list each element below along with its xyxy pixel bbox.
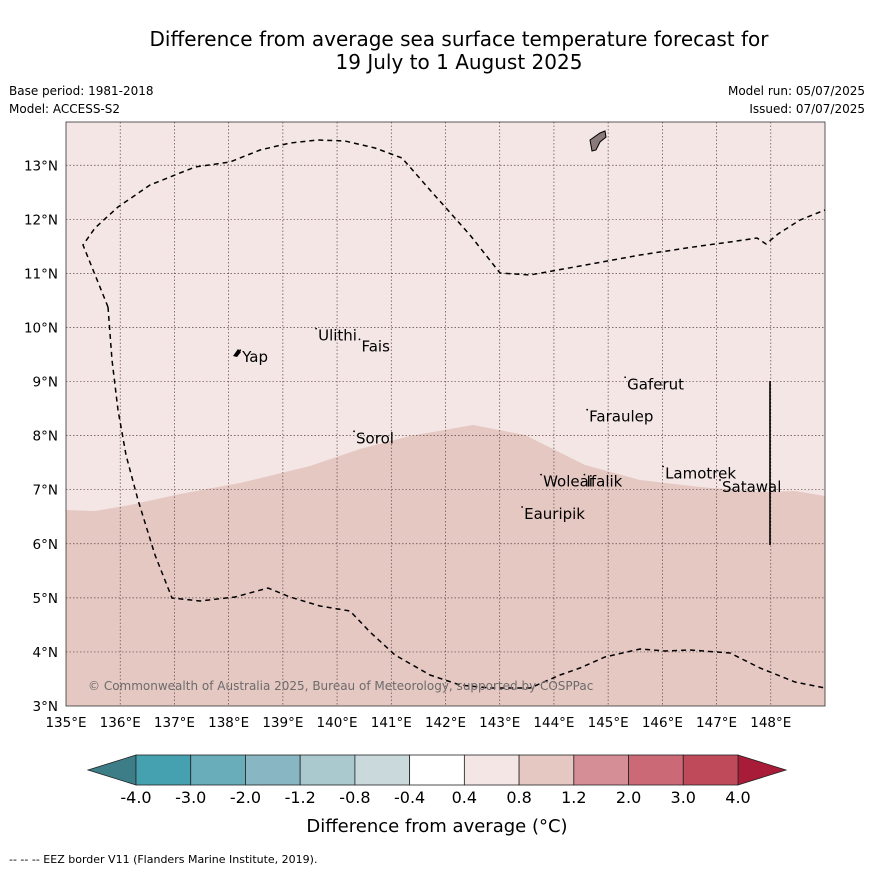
x-tick-label: 135°E [45, 715, 86, 731]
y-tick-label: 11°N [24, 266, 58, 282]
x-tick-label: 138°E [208, 715, 249, 731]
y-tick-label: 7°N [33, 483, 58, 499]
colorbar-segment [409, 754, 465, 786]
map-title: Difference from average sea surface temp… [0, 28, 873, 74]
colorbar-segment [245, 754, 301, 786]
x-tick-label: 148°E [750, 715, 791, 731]
colorbar-segment [354, 754, 411, 786]
model-run: Model run: 05/07/2025 [727, 84, 865, 98]
island-marker [624, 376, 627, 379]
colorbar-segment [463, 754, 520, 786]
guam-island [589, 130, 607, 152]
y-tick-label: 6°N [33, 537, 58, 553]
x-tick-label: 145°E [588, 715, 629, 731]
place-label-lamotrek: Lamotrek [665, 464, 736, 482]
colorbar-tick-label: -1.2 [285, 788, 316, 807]
island-marker [315, 327, 317, 330]
place-label-yap: Yap [241, 348, 268, 366]
colorbar-tick-label: 0.8 [506, 788, 531, 807]
footer-eez-note: -- -- -- EEZ border V11 (Flanders Marine… [9, 853, 318, 866]
place-label-gaferut: Gaferut [627, 375, 684, 393]
title-line-2: 19 July to 1 August 2025 [335, 50, 583, 74]
colorbar-tick-label: -2.0 [230, 788, 261, 807]
place-label-eauripik: Eauripik [524, 505, 585, 523]
copyright-text: © Commonwealth of Australia 2025, Bureau… [88, 679, 593, 693]
place-label-ulithi: Ulithi [318, 327, 357, 345]
x-tick-label: 139°E [262, 715, 303, 731]
colorbar-segment [573, 754, 629, 786]
x-tick-label: 140°E [317, 715, 358, 731]
colorbar: -4.0 -3.0 -2.0 -1.2 -0.8 -0.4 0.4 0.8 1.2 2.0 3.0 4… [86, 754, 788, 807]
island-marker [586, 408, 589, 411]
y-tick-label: 8°N [33, 429, 58, 445]
colorbar-segment [518, 754, 575, 786]
y-tick-labels: 3°N 4°N 5°N 6°N 7°N 8°N 9°N 10°N 11°N 12°N 13°N [24, 158, 58, 715]
y-tick-label: 12°N [24, 212, 58, 228]
place-label-woleai: Woleai [543, 473, 593, 491]
colorbar-tick-label: -0.8 [339, 788, 370, 807]
place-label-faraulep: Faraulep [589, 408, 653, 426]
meta-left: Base period: 1981-2018 Model: ACCESS-S2 [9, 82, 154, 118]
island-marker [540, 473, 542, 476]
island-marker [521, 506, 524, 508]
colorbar-segment [628, 754, 684, 786]
title-line-1: Difference from average sea surface temp… [149, 27, 769, 51]
y-tick-label: 13°N [24, 158, 58, 174]
island-marker [239, 349, 242, 352]
place-label-satawal: Satawal [722, 478, 781, 496]
eez-border [82, 139, 826, 308]
x-tick-label: 146°E [642, 715, 683, 731]
colorbar-segment [299, 754, 356, 786]
x-tick-label: 147°E [696, 715, 737, 731]
colorbar-tick-label: -3.0 [175, 788, 206, 807]
colorbar-tick-label: 4.0 [725, 788, 750, 807]
island-marker [358, 338, 361, 341]
colorbar-segment [682, 754, 739, 786]
colorbar-segment [190, 754, 246, 786]
y-tick-label: 5°N [33, 591, 58, 607]
y-tick-label: 4°N [33, 645, 58, 661]
anomaly-region-0.8-1.2 [66, 425, 825, 706]
x-tick-label: 136°E [100, 715, 141, 731]
colorbar-label: Difference from average (°C) [306, 816, 567, 837]
colorbar-tick-label: -0.4 [394, 788, 425, 807]
y-tick-label: 9°N [33, 375, 58, 391]
x-tick-labels: 135°E 136°E 137°E 138°E 139°E 140°E 141°E 142°E… [45, 715, 791, 731]
colorbar-tick-label: -4.0 [120, 788, 151, 807]
colorbar-extend-low [86, 754, 137, 786]
yap-island [233, 349, 241, 357]
meta-right: Model run: 05/07/2025 Issued: 07/07/2025 [728, 82, 865, 118]
x-tick-label: 144°E [533, 715, 574, 731]
x-tick-label: 137°E [154, 715, 195, 731]
island-marker [662, 465, 664, 468]
place-label-ifalik: Ifalik [586, 473, 622, 491]
island-marker [583, 473, 586, 476]
colorbar-tick-label: 3.0 [671, 788, 696, 807]
map-frame [65, 121, 826, 707]
island-marker [719, 479, 721, 481]
y-tick-label: 3°N [33, 699, 58, 715]
x-tick-label: 141°E [371, 715, 412, 731]
place-label-sorol: Sorol [356, 429, 394, 447]
issued-date: Issued: 07/07/2025 [749, 102, 865, 116]
colorbar-tick-label: 1.2 [561, 788, 586, 807]
eez-border [107, 306, 826, 689]
colorbar-extend-high [737, 754, 788, 786]
base-period: Base period: 1981-2018 [9, 84, 154, 98]
place-label-fais: Fais [361, 337, 390, 355]
colorbar-segment [135, 754, 192, 786]
x-tick-label: 142°E [425, 715, 466, 731]
colorbar-tick-label: 0.4 [452, 788, 477, 807]
colorbar-tick-label: 2.0 [616, 788, 641, 807]
x-tick-label: 143°E [479, 715, 520, 731]
model-name: Model: ACCESS-S2 [9, 102, 121, 116]
island-marker [353, 430, 355, 433]
y-tick-label: 10°N [24, 320, 58, 336]
